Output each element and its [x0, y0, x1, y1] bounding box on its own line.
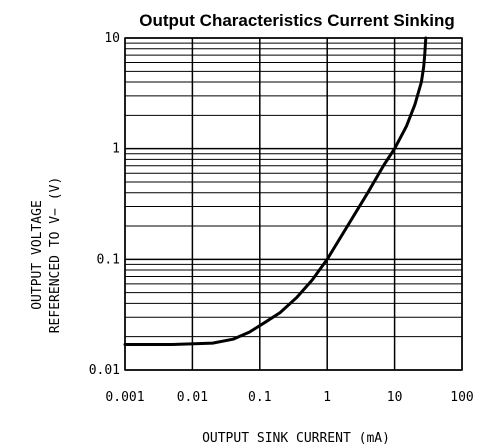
x-axis-label: OUTPUT SINK CURRENT (mA) — [202, 431, 390, 446]
y-axis-label-line1: OUTPUT VOLTAGE — [30, 200, 45, 310]
series-line — [123, 36, 428, 346]
y-tick-label: 10 — [104, 31, 120, 46]
x-tick-label: 1 — [323, 390, 331, 405]
plot-frame — [124, 37, 463, 371]
axis-ticks: 0.001 0.01 0.1 1 10 100 0.01 0.1 1 10 — [89, 31, 474, 405]
chart-title: Output Characteristics Current Sinking — [139, 11, 455, 30]
x-tick-label: 0.001 — [105, 390, 144, 405]
x-tick-label: 0.01 — [177, 390, 208, 405]
y-tick-label: 0.01 — [89, 363, 120, 378]
x-tick-label: 100 — [450, 390, 473, 405]
x-tick-label: 10 — [387, 390, 403, 405]
y-tick-label: 0.1 — [97, 252, 120, 267]
y-tick-label: 1 — [112, 142, 120, 157]
y-axis-label-line2: REFERENCED TO V− (V) — [48, 177, 63, 334]
plot-grid — [124, 37, 463, 371]
y-axis-label: OUTPUT VOLTAGE REFERENCED TO V− (V) — [30, 177, 63, 334]
data-series — [123, 36, 428, 346]
x-tick-label: 0.1 — [248, 390, 271, 405]
